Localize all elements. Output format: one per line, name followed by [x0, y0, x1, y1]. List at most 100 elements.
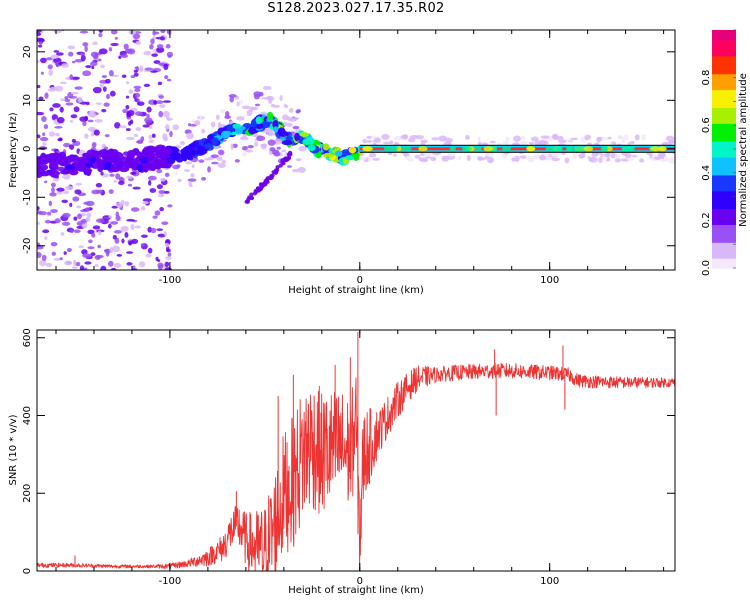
colorbar-swatch — [712, 216, 736, 220]
spectrogram-noise-blob — [267, 139, 276, 146]
spectrogram-noise-blob — [295, 109, 301, 114]
spectrogram-noise-blob — [98, 32, 103, 38]
spectrogram-noise-blob — [68, 51, 74, 57]
spectrogram-noise-blob — [126, 262, 133, 266]
spectrogram-noise-blob — [64, 260, 72, 266]
spectrogram-noise-blob — [105, 78, 111, 84]
spectrogram-branch-blob — [273, 170, 278, 175]
colorbar-swatch — [712, 248, 736, 251]
spectrogram-noise-blob — [63, 142, 71, 148]
spectrogram-noise-blob — [150, 227, 157, 234]
spectrogram-ridge-blob — [108, 155, 119, 163]
spectrogram-noise-blob — [529, 141, 535, 145]
snr-xlabel: Height of straight line (km) — [288, 585, 424, 596]
spectrogram-noise-blob — [61, 63, 69, 68]
spectrogram-marks — [37, 30, 675, 270]
colorbar-swatch — [712, 73, 736, 77]
colorbar-swatch — [712, 206, 736, 210]
spectrogram-ridge-blob — [204, 143, 214, 150]
spectrogram-noise-blob — [124, 231, 129, 238]
spectrogram-noise-blob — [71, 266, 78, 269]
spectrogram-noise-blob — [229, 96, 235, 103]
spectrogram-noise-blob — [81, 223, 88, 229]
spectrogram-noise-blob — [476, 156, 483, 161]
spectrogram-noise-blob — [159, 207, 164, 212]
spectrogram-noise-blob — [295, 158, 302, 162]
spectrogram-branch-blob — [247, 195, 252, 200]
spectrogram-noise-blob — [63, 190, 70, 195]
colorbar-swatch — [712, 234, 736, 237]
spectrogram-noise-blob — [232, 143, 238, 149]
spectrogram-noise-blob — [76, 205, 82, 209]
spectrogram-noise-blob — [298, 146, 307, 152]
spectrogram-noise-blob — [520, 135, 526, 140]
spectrogram-noise-blob — [632, 154, 638, 158]
spectrogram-noise-blob — [111, 74, 120, 78]
spectrogram-noise-blob — [110, 221, 119, 225]
colorbar-swatch — [712, 202, 736, 206]
spectrogram-noise-blob — [372, 157, 380, 161]
spectrogram-noise-blob — [42, 142, 47, 146]
spectrogram-noise-blob — [70, 91, 79, 95]
colorbar-swatch — [712, 254, 736, 257]
spectrogram-noise-blob — [183, 169, 191, 172]
spectrogram-ridge-blob — [65, 164, 76, 170]
spectrogram-noise-blob — [123, 43, 129, 50]
spectrogram-noise-blob — [220, 109, 226, 114]
colorbar-swatch — [712, 115, 736, 118]
spectrogram-noise-blob — [279, 95, 283, 102]
spectrogram-noise-blob — [653, 156, 662, 160]
colorbar-tick-label: 0.0 — [701, 260, 712, 276]
spectrogram-noise-blob — [37, 252, 42, 258]
spectrogram-noise-blob — [54, 218, 61, 224]
spectrogram-noise-blob — [201, 128, 206, 134]
spectrogram-noise-blob — [230, 143, 234, 150]
spectrogram-noise-blob — [135, 111, 143, 116]
spectrogram-noise-blob — [37, 111, 45, 116]
spectrogram-noise-blob — [634, 134, 640, 141]
colorbar-swatch — [712, 57, 736, 61]
spectrogram-noise-blob — [141, 234, 148, 238]
spectrogram-noise-blob — [106, 93, 110, 99]
snr-panel: -100 0 100 0 200 400 600 Height of straight li… — [8, 328, 676, 596]
spectrogram-noise-blob — [56, 116, 65, 124]
spectrogram-noise-blob — [366, 139, 372, 143]
colorbar-swatch — [712, 238, 736, 241]
colorbar-swatch — [712, 180, 736, 184]
spectrogram-noise-blob — [37, 60, 40, 64]
spectrogram-noise-blob — [150, 38, 155, 45]
spectrogram-noise-blob — [629, 140, 635, 145]
spectrogram-noise-blob — [217, 121, 222, 129]
spectrogram-noise-blob — [505, 136, 511, 142]
spectrogram-noise-blob — [90, 252, 96, 257]
spectrogram-noise-blob — [94, 119, 103, 123]
spectrogram-noise-blob — [148, 135, 153, 140]
spectrogram-ridge-blob — [85, 153, 96, 159]
carrier-line-blob — [573, 146, 583, 152]
spectrogram-noise-blob — [128, 121, 132, 126]
spectrogram-noise-blob — [256, 135, 266, 142]
spectrogram-noise-blob — [92, 53, 99, 60]
spectrogram-noise-blob — [110, 42, 119, 47]
spectrogram-noise-blob — [119, 125, 127, 129]
spectrogram-noise-blob — [393, 153, 397, 157]
spectrogram-noise-blob — [668, 157, 675, 164]
spectrogram-noise-blob — [44, 180, 48, 184]
spectrogram-noise-blob — [665, 135, 675, 142]
colorbar-swatch — [712, 252, 736, 255]
spectrogram-noise-blob — [216, 156, 223, 161]
spectrogram-noise-blob — [163, 231, 167, 236]
spectrogram-noise-blob — [37, 206, 40, 211]
spectrogram-noise-blob — [132, 186, 141, 190]
spectrogram-branch-blob — [244, 199, 249, 204]
spectrogram-noise-blob — [240, 136, 249, 141]
spectrogram-noise-blob — [447, 152, 456, 157]
spectrogram-noise-blob — [138, 261, 146, 268]
spectrogram-noise-blob — [37, 245, 44, 250]
spectrogram-noise-blob — [95, 102, 102, 105]
carrier-line-blob — [567, 146, 575, 152]
spectrogram-noise-blob — [108, 223, 112, 229]
spectrogram-noise-blob — [109, 246, 114, 254]
spectrogram-noise-blob — [77, 97, 83, 103]
spectrogram-noise-blob — [85, 101, 90, 106]
